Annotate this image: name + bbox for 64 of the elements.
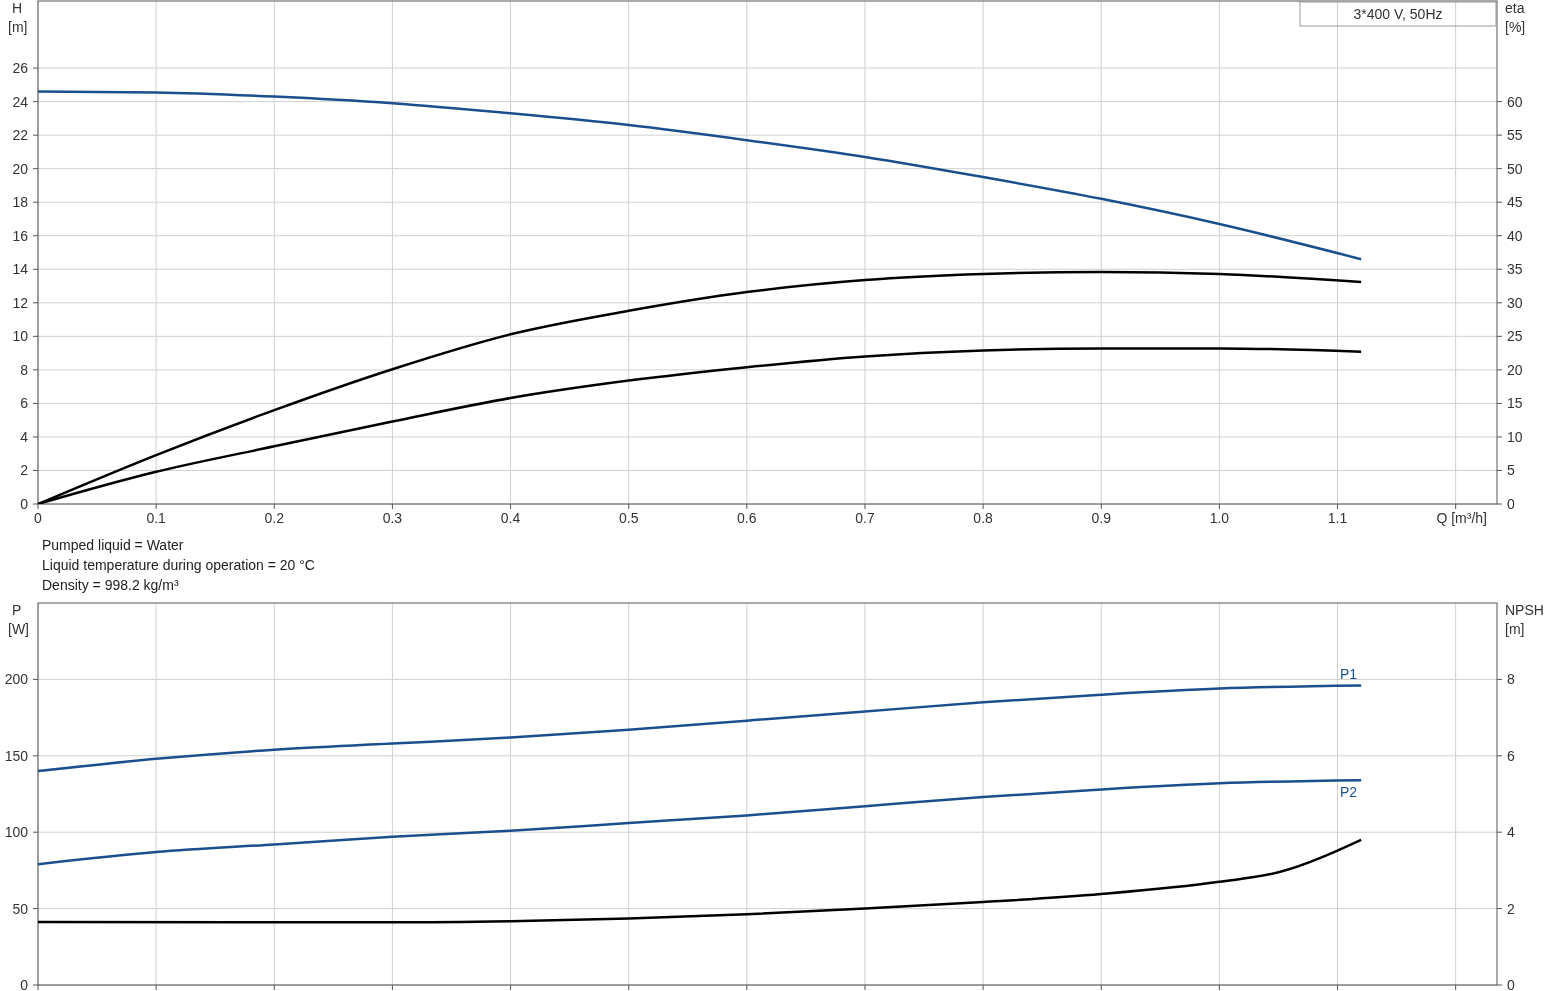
y-tick-label: 8 — [20, 361, 29, 378]
x-tick-label: 1.1 — [1327, 510, 1348, 526]
y-axis-title: P [W] — [8, 602, 29, 637]
y2-tick-label: 0 — [1507, 977, 1515, 991]
y-tick-label: 16 — [12, 227, 29, 244]
y2-tick-label: 6 — [1507, 747, 1515, 764]
y-tick-label: 4 — [20, 428, 29, 445]
text: Density = 998.2 kg/m³ — [42, 577, 179, 593]
y2-tick-label: 50 — [1507, 160, 1523, 177]
series-label: P1 — [1340, 665, 1358, 682]
text: Liquid temperature during operation = 20 °C — [42, 557, 315, 573]
y2-axis-title: NPSH [m] — [1505, 602, 1544, 637]
y-tick-label: 18 — [12, 194, 29, 211]
y2-tick-label: 4 — [1507, 824, 1515, 841]
line-series — [38, 838, 1363, 924]
y-tick-label: 14 — [12, 261, 29, 278]
y2-tick-label: 60 — [1507, 93, 1523, 110]
x-tick-label: 0.3 — [382, 510, 403, 526]
y2-tick-label: 15 — [1507, 395, 1523, 412]
y2-tick-label: 35 — [1507, 261, 1523, 278]
series-label: P2 — [1340, 784, 1358, 801]
y-tick-label: 200 — [4, 671, 29, 688]
x-tick-label: 0.6 — [737, 510, 757, 526]
y2-tick-label: 40 — [1507, 227, 1523, 244]
y-tick-label: 100 — [4, 824, 29, 841]
line-series — [38, 90, 1363, 261]
x-tick-label: 1.0 — [1209, 510, 1230, 526]
y2-tick-label: 0 — [1507, 496, 1515, 512]
x-tick-label: 0.9 — [1091, 510, 1112, 526]
y-tick-label: 2 — [20, 462, 29, 479]
y-tick-label: 0 — [20, 977, 29, 991]
y-tick-label: 22 — [12, 127, 29, 144]
y2-tick-label: 10 — [1507, 428, 1523, 445]
y-tick-label: 50 — [12, 900, 29, 917]
y2-tick-label: 8 — [1507, 671, 1515, 688]
y2-tick-label: 45 — [1507, 194, 1523, 211]
y2-tick-label: 25 — [1507, 328, 1523, 345]
line-series — [38, 779, 1363, 866]
y2-tick-label: 5 — [1507, 462, 1515, 479]
x-tick-label: 0.4 — [500, 510, 521, 526]
y-tick-label: 10 — [12, 328, 29, 345]
y2-tick-label: 55 — [1507, 127, 1523, 144]
y-tick-label: 26 — [12, 60, 29, 77]
y2-tick-label: 20 — [1507, 361, 1523, 378]
y-tick-label: 150 — [4, 747, 29, 764]
y-tick-label: 24 — [12, 93, 29, 110]
x-tick-label: 0.8 — [973, 510, 994, 526]
x-tick-label: 0.7 — [855, 510, 875, 526]
y2-axis-title: eta [%] — [1505, 0, 1526, 35]
y-tick-label: 0 — [20, 496, 29, 512]
x-tick-label: 0.2 — [264, 510, 285, 526]
y-tick-label: 12 — [12, 294, 29, 311]
x-tick-label: 0.1 — [146, 510, 167, 526]
x-axis-title: Q [m³/h] — [1436, 510, 1487, 526]
x-tick-label: 0.5 — [618, 510, 639, 526]
y2-tick-label: 2 — [1507, 900, 1515, 917]
y2-tick-label: 30 — [1507, 294, 1523, 311]
y-tick-label: 20 — [12, 160, 29, 177]
y-axis-title: H [m] — [8, 0, 28, 35]
text: Pumped liquid = Water — [42, 537, 184, 553]
chart-subtitle: 3*400 V, 50Hz — [1353, 6, 1443, 22]
x-tick-label: 0 — [34, 510, 43, 526]
y-tick-label: 6 — [20, 395, 29, 412]
line-series — [38, 684, 1363, 773]
